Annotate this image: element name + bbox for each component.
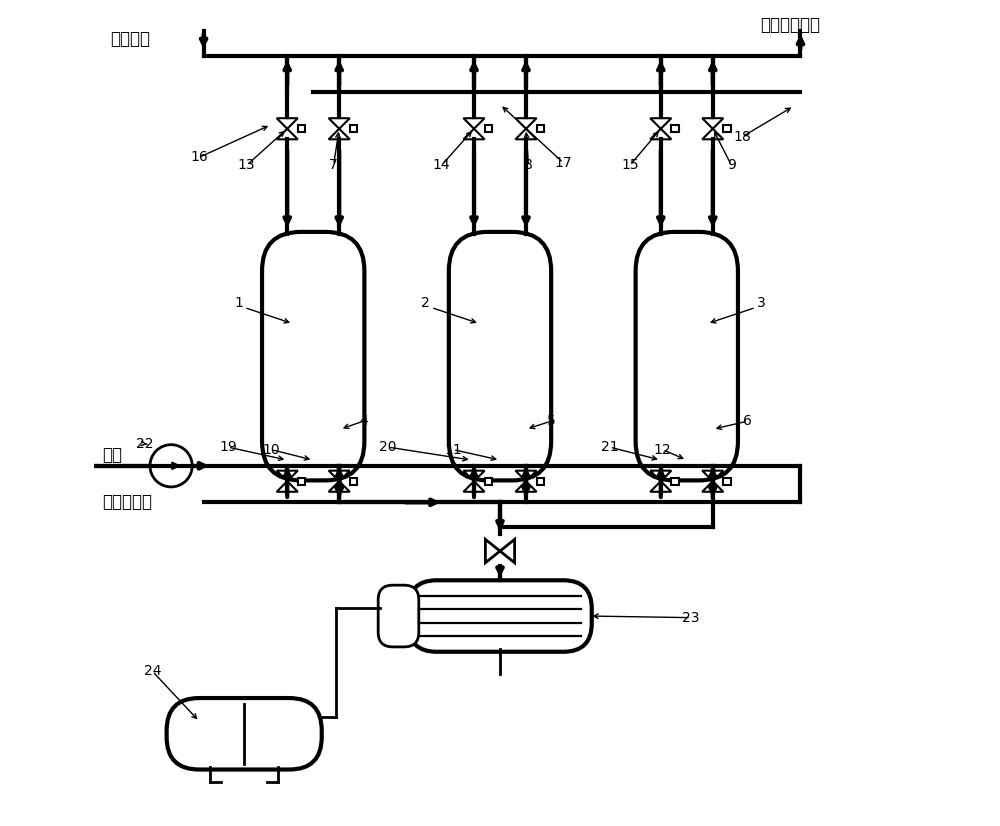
Bar <box>537 477 544 485</box>
FancyBboxPatch shape <box>262 232 364 481</box>
Text: 9: 9 <box>727 159 736 173</box>
Bar <box>723 125 731 132</box>
Bar <box>485 125 492 132</box>
Text: 2: 2 <box>421 297 430 311</box>
Bar <box>298 477 305 485</box>
Text: 3: 3 <box>757 297 766 311</box>
Text: 达标气体排空: 达标气体排空 <box>760 16 820 34</box>
Bar <box>671 477 679 485</box>
Text: 10: 10 <box>262 443 280 457</box>
Text: 空气: 空气 <box>102 446 122 464</box>
Bar <box>485 477 492 485</box>
Text: 饱和蒸汽: 饱和蒸汽 <box>110 31 150 49</box>
Bar <box>671 125 679 132</box>
Text: 21: 21 <box>601 440 618 454</box>
FancyBboxPatch shape <box>449 232 551 481</box>
Bar <box>350 477 357 485</box>
Bar <box>350 125 357 132</box>
Text: 16: 16 <box>191 150 208 164</box>
Bar <box>723 477 731 485</box>
Text: 5: 5 <box>547 414 556 428</box>
Bar <box>298 125 305 132</box>
Text: 8: 8 <box>524 159 533 173</box>
FancyBboxPatch shape <box>408 581 592 652</box>
Text: 1: 1 <box>234 297 243 311</box>
Text: 7: 7 <box>329 159 338 173</box>
FancyBboxPatch shape <box>167 698 322 770</box>
Text: 6: 6 <box>743 414 752 428</box>
Text: 17: 17 <box>555 156 572 170</box>
Text: 18: 18 <box>733 130 751 144</box>
Text: 11: 11 <box>444 443 462 457</box>
Text: 19: 19 <box>219 440 237 454</box>
Text: 4: 4 <box>359 414 368 428</box>
Text: 23: 23 <box>682 610 700 624</box>
FancyBboxPatch shape <box>378 585 419 647</box>
Text: 22: 22 <box>136 437 153 451</box>
Text: 15: 15 <box>621 159 639 173</box>
Text: 14: 14 <box>433 159 450 173</box>
Text: 含丁醇废气: 含丁醇废气 <box>102 493 152 511</box>
Text: 20: 20 <box>379 440 397 454</box>
Bar <box>537 125 544 132</box>
Text: 12: 12 <box>654 443 671 457</box>
Text: 24: 24 <box>144 664 161 678</box>
FancyBboxPatch shape <box>636 232 738 481</box>
Text: 13: 13 <box>238 159 255 173</box>
